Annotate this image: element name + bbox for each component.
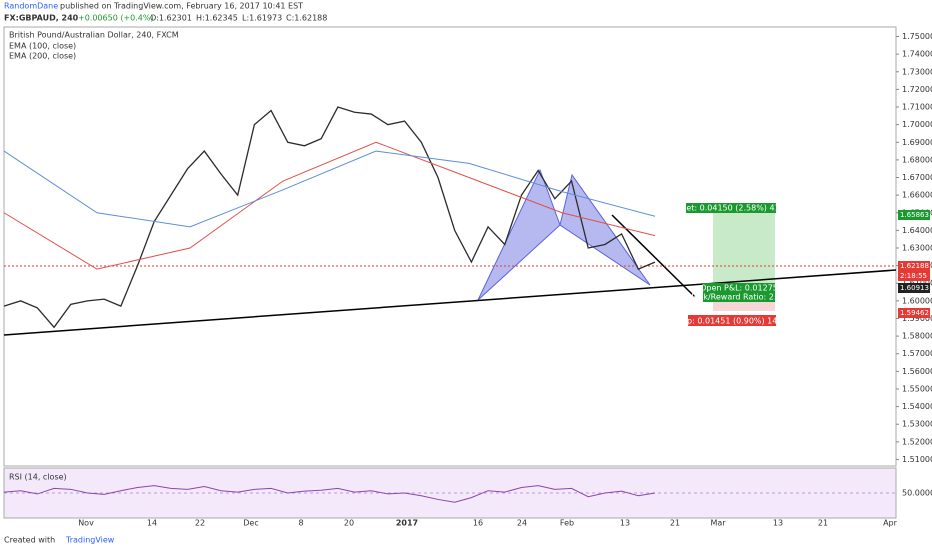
y-tick-label: 1.67000: [902, 173, 932, 182]
price-tag: [898, 308, 930, 318]
stop-label: Stop: 0.01451 (0.90%) 145.1: [674, 317, 790, 326]
x-tick-label: 2017: [396, 519, 418, 528]
price-tag: [898, 261, 930, 271]
pattern-xab: [477, 168, 561, 301]
x-tick-label: Apr: [883, 519, 898, 528]
y-tick-label: 1.57000: [902, 349, 932, 358]
chart-title: British Pound/Australian Dollar, 240, FX…: [9, 31, 179, 40]
x-tick-label: 13: [620, 519, 630, 528]
ema-line: [3, 150, 656, 228]
plot-frame: [3, 26, 897, 467]
y-tick-label: 1.71000: [902, 103, 932, 112]
legend-entry: EMA (100, close): [9, 42, 76, 51]
y-tick-label: 1.73000: [902, 67, 932, 76]
pnl-box: [703, 283, 775, 302]
y-tick-label: 1.69000: [902, 138, 932, 147]
x-tick-label: 14: [147, 519, 157, 528]
y-tick-label: 1.53000: [902, 420, 932, 429]
y-tick-label: 1.60000: [902, 296, 932, 305]
price-line: [3, 106, 656, 329]
footer: Created with: [4, 536, 55, 545]
x-tick-label: 21: [818, 519, 828, 528]
y-tick-label: 1.72000: [902, 85, 932, 94]
price-tag-label: 2:18:55: [900, 272, 927, 280]
y-tick-label: 1.55000: [902, 384, 932, 393]
trend-line: [3, 269, 897, 336]
pnl-label: Open P&L: 0.01275: [700, 284, 778, 293]
price-tag-label: 1.65863: [900, 211, 929, 219]
y-tick-label: 1.68000: [902, 155, 932, 164]
y-tick-label: 1.64000: [902, 226, 932, 235]
y-tick-label: 1.75000: [902, 32, 932, 41]
y-tick-label: 1.59000: [902, 314, 932, 323]
target-label: Target: 0.04150 (2.58%) 415.0: [669, 204, 793, 213]
y-tick-label: 1.63000: [902, 243, 932, 252]
rsi-line: [3, 485, 656, 503]
price-tag-label: 1.59462: [900, 309, 929, 317]
rsi-frame: [3, 467, 897, 519]
price-tag: [898, 271, 930, 281]
price-tag-label: 1.60913: [900, 284, 929, 292]
y-tick-label: 1.54000: [902, 402, 932, 411]
ema-line: [3, 141, 656, 270]
y-tick-label: 1.66000: [902, 191, 932, 200]
x-tick-label: 21: [670, 519, 680, 528]
x-tick-label: 13: [773, 519, 783, 528]
y-tick-label: 1.58000: [902, 332, 932, 341]
target-box: [686, 203, 776, 213]
x-tick-label: 8: [298, 519, 303, 528]
legend-entry: EMA (200, close): [9, 52, 76, 61]
y-tick-label: 1.74000: [902, 50, 932, 59]
y-tick-label: 1.70000: [902, 120, 932, 129]
y-tick-label: 1.52000: [902, 437, 932, 446]
x-tick-label: 20: [344, 519, 354, 528]
price-tag-label: 1.62188: [900, 262, 929, 270]
price-tag: [898, 210, 930, 220]
close: C:1.62188: [286, 14, 327, 23]
x-tick-label: Feb: [560, 519, 574, 528]
y-tick-label: 1.51000: [902, 455, 932, 464]
x-tick-label: 22: [195, 519, 205, 528]
published: published on TradingView.com, February 1…: [60, 2, 303, 11]
rsi-title: RSI (14, close): [9, 473, 67, 482]
symbol: FX:GBPAUD, 240: [4, 14, 79, 23]
author[interactable]: RandomDane: [4, 2, 58, 11]
high: H:1.62345: [196, 14, 238, 23]
rr-label: Risk/Reward Ratio: 2.86: [691, 293, 786, 302]
target-zone: [713, 213, 775, 285]
pattern-bcd: [559, 173, 651, 286]
x-tick-label: Dec: [243, 519, 258, 528]
y-tick-label: 1.56000: [902, 367, 932, 376]
change: +0.00650 (+0.4%): [78, 14, 154, 23]
x-tick-label: 24: [517, 519, 527, 528]
x-tick-label: Nov: [78, 519, 94, 528]
brand[interactable]: TradingView: [65, 536, 115, 545]
open: O:1.62301: [150, 14, 192, 23]
rsi-tick-label: 50.00000: [902, 489, 932, 498]
stop-box: [688, 315, 776, 326]
x-tick-label: Mar: [710, 519, 726, 528]
x-tick-label: 16: [473, 519, 483, 528]
price-tag: [898, 283, 930, 293]
low: L:1.61973: [242, 14, 282, 23]
